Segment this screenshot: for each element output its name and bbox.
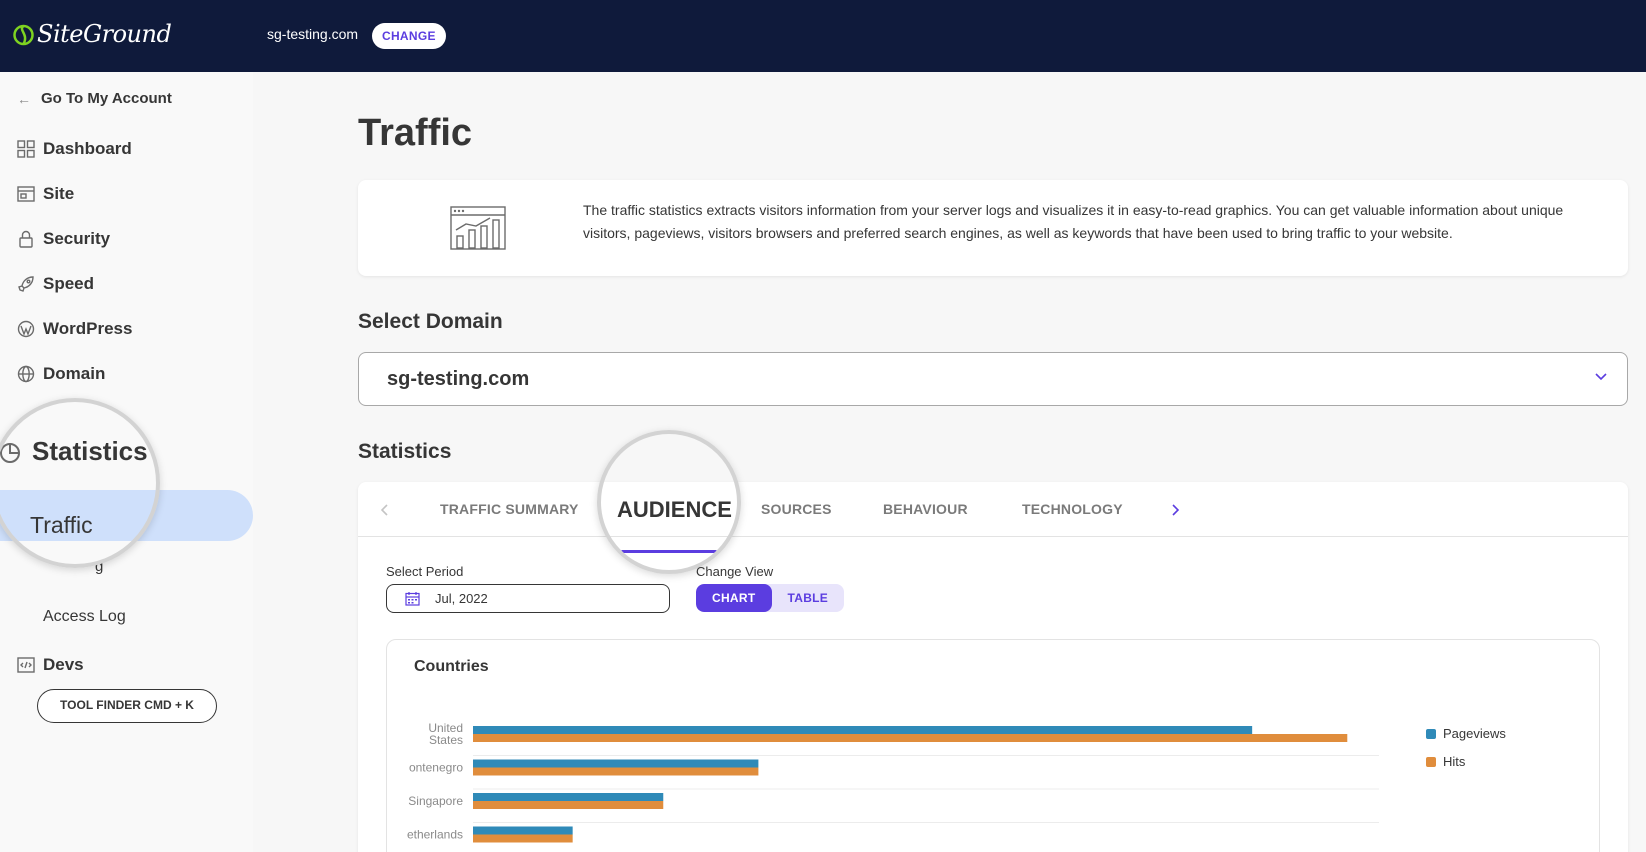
- active-tab-indicator: [621, 550, 717, 553]
- info-description: The traffic statistics extracts visitors…: [583, 202, 1564, 241]
- tool-finder-button[interactable]: TOOL FINDER CMD + K: [37, 689, 217, 723]
- sidebar-item-label: Devs: [43, 655, 84, 674]
- category-label: etherlands: [407, 828, 463, 842]
- top-bar: SiteGround sg-testing.com CHANGE: [0, 0, 1646, 72]
- sidebar-item-label: Site: [43, 184, 75, 203]
- category-label: States: [429, 733, 463, 747]
- page-title: Traffic: [358, 112, 473, 154]
- bar-hits-netherlands: [473, 834, 573, 843]
- sidebar-item-security[interactable]: Security: [17, 229, 110, 249]
- site-icon: [17, 186, 35, 202]
- view-toggle: CHART TABLE: [696, 584, 845, 612]
- lock-icon: [19, 230, 33, 248]
- browser-chart-illustration-icon: [450, 206, 506, 250]
- period-picker[interactable]: Jul, 2022: [386, 584, 670, 613]
- legend-swatch-pageviews: [1426, 729, 1436, 739]
- chevron-left-icon[interactable]: [380, 504, 388, 516]
- legend-label-pageviews: Pageviews: [1443, 726, 1506, 741]
- sidebar-item-label: WordPress: [43, 319, 133, 338]
- sidebar-item-label: Dashboard: [43, 139, 132, 158]
- bar-pageviews-singapore: [473, 793, 664, 801]
- sidebar-item-devs[interactable]: Devs: [17, 655, 84, 675]
- change-site-button[interactable]: CHANGE: [372, 23, 446, 49]
- statistics-title: Statistics: [358, 440, 452, 463]
- bar-pageviews-united-states: [473, 726, 1253, 734]
- tab-technology[interactable]: TECHNOLOGY: [1022, 501, 1123, 517]
- sidebar-item-domain[interactable]: Domain: [17, 364, 105, 384]
- view-table-button[interactable]: TABLE: [787, 591, 829, 605]
- view-chart-button[interactable]: CHART: [696, 584, 772, 612]
- chevron-right-icon[interactable]: [1172, 504, 1180, 516]
- change-view-label: Change View: [696, 564, 774, 579]
- logo-text: SiteGround: [37, 20, 172, 48]
- select-period-label: Select Period: [386, 564, 464, 579]
- sidebar-item-dashboard[interactable]: Dashboard: [17, 139, 132, 159]
- pie-chart-icon: [0, 442, 20, 463]
- info-card: The traffic statistics extracts visitors…: [358, 180, 1628, 276]
- bar-hits-singapore: [473, 801, 664, 809]
- countries-chart-card: Countries United States ontenegro Singapore…: [386, 639, 1600, 852]
- domain-select[interactable]: sg-testing.com: [358, 352, 1628, 406]
- sidebar-item-traffic-label[interactable]: Traffic: [30, 512, 93, 538]
- tab-audience[interactable]: AUDIENCE: [617, 497, 732, 522]
- sidebar-item-wordpress[interactable]: WordPress: [17, 319, 132, 339]
- logo-mark-icon: [13, 24, 34, 45]
- tab-sources[interactable]: SOURCES: [761, 501, 832, 517]
- current-site-domain: sg-testing.com: [267, 26, 359, 42]
- category-label: Singapore: [408, 794, 463, 808]
- sidebar-item-traffic-active[interactable]: [0, 490, 253, 541]
- go-to-my-account-link[interactable]: ← Go To My Account: [17, 90, 172, 107]
- sidebar-item-label: Speed: [43, 274, 95, 293]
- period-value: Jul, 2022: [435, 591, 488, 606]
- sidebar-item-label: Domain: [43, 364, 106, 383]
- bar-hits-united-states: [473, 734, 1348, 742]
- rocket-icon: [18, 276, 34, 292]
- domain-select-value: sg-testing.com: [387, 368, 530, 390]
- globe-icon: [17, 365, 35, 383]
- statistics-tabs: TRAFFIC SUMMARY AUDIENCE SOURCES BEHAVIO…: [358, 482, 1628, 537]
- sidebar-item-access-log[interactable]: Access Log: [43, 608, 126, 625]
- bar-pageviews-montenegro: [473, 759, 759, 768]
- grid-icon: [17, 140, 35, 158]
- calendar-icon: [405, 592, 420, 606]
- sidebar-item-speed[interactable]: Speed: [17, 274, 94, 294]
- back-label: Go To My Account: [41, 90, 172, 107]
- sidebar-statistics-label: Statistics: [32, 436, 148, 466]
- bar-hits-montenegro: [473, 767, 759, 776]
- siteground-logo[interactable]: SiteGround: [13, 20, 172, 48]
- sidebar-item-statistics[interactable]: Statistics: [0, 436, 148, 467]
- chevron-down-icon: [1595, 373, 1607, 381]
- category-label: United: [428, 721, 463, 735]
- sidebar-item-partially-hidden[interactable]: g: [95, 558, 104, 575]
- select-domain-title: Select Domain: [358, 310, 503, 333]
- arrow-left-icon: ←: [17, 90, 31, 107]
- sidebar-item-site[interactable]: Site: [17, 184, 74, 204]
- legend-swatch-hits: [1426, 757, 1436, 767]
- tab-behaviour[interactable]: BEHAVIOUR: [883, 501, 968, 517]
- tab-traffic-summary[interactable]: TRAFFIC SUMMARY: [440, 501, 579, 517]
- legend-label-hits: Hits: [1443, 754, 1466, 769]
- code-icon: [17, 657, 35, 673]
- chart-title: Countries: [414, 658, 489, 675]
- sidebar-item-label: Security: [43, 229, 111, 248]
- bar-pageviews-netherlands: [473, 826, 573, 835]
- wordpress-icon: [17, 320, 35, 338]
- category-label: ontenegro: [409, 761, 463, 775]
